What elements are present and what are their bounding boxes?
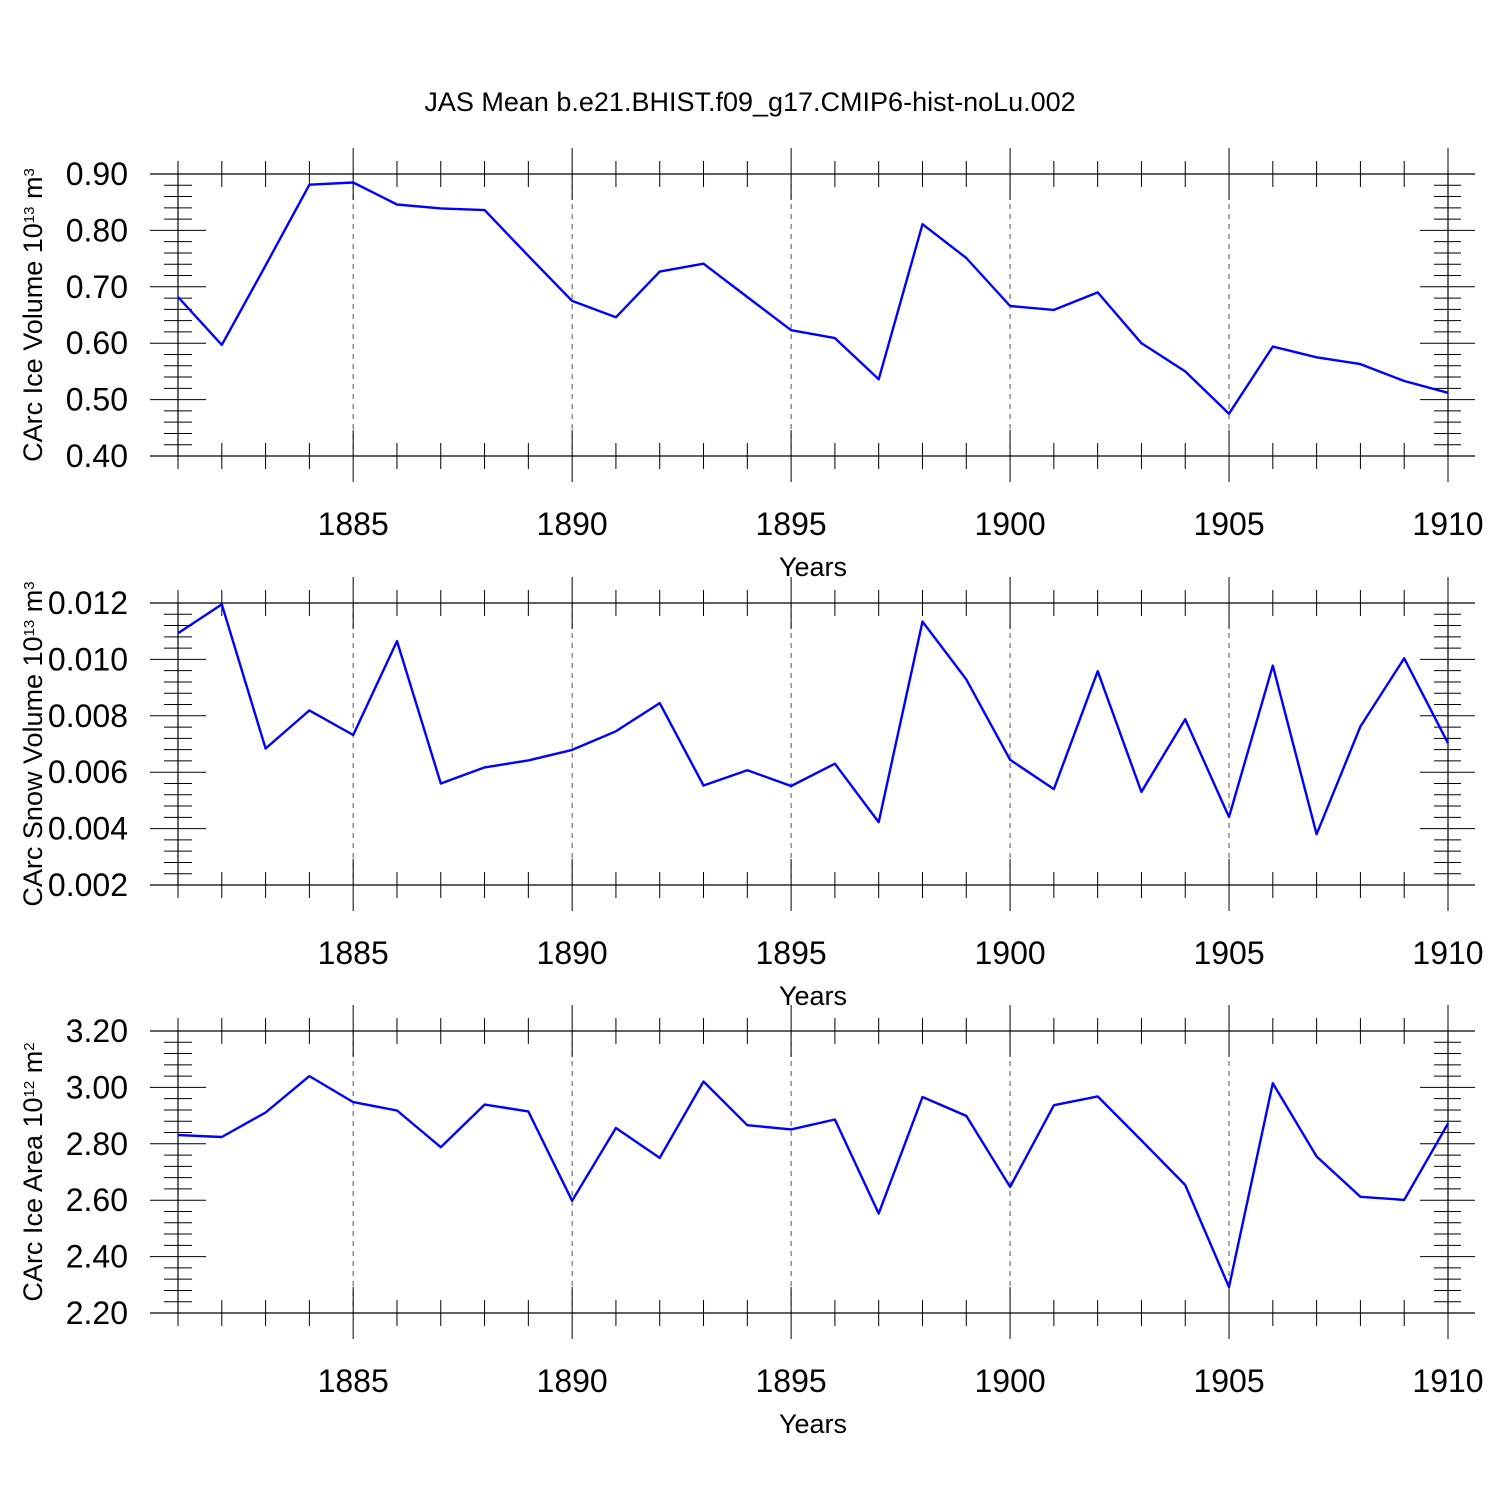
x-axis-label: Years (779, 981, 847, 1011)
y-tick-label: 0.012 (48, 585, 128, 621)
x-tick-label: 1910 (1412, 935, 1483, 971)
y-tick-label: 0.40 (66, 438, 128, 474)
x-tick-label: 1900 (974, 1363, 1045, 1399)
x-tick-label: 1890 (537, 935, 608, 971)
y-axis-label: CArc Ice Area 1012 m2 (18, 1042, 48, 1301)
panels: 0.40 0.50 0.60 0.70 0.80 0.90 1885 1890 1895 1900… (18, 148, 1484, 1439)
x-tick-label: 1905 (1193, 1363, 1264, 1399)
x-tick-label: 1885 (318, 935, 389, 971)
series-line (177, 1074, 1450, 1289)
y-tick-label: 0.60 (66, 325, 128, 361)
y-tick-label: 0.80 (66, 212, 128, 248)
x-axis-label: Years (779, 552, 847, 582)
x-tick-label: 1900 (974, 506, 1045, 542)
x-tick-label: 1900 (974, 935, 1045, 971)
x-tick-label: 1895 (756, 506, 827, 542)
x-tick-label: 1905 (1193, 935, 1264, 971)
y-tick-label: 3.00 (66, 1069, 128, 1105)
series-line (177, 603, 1450, 836)
y-tick-label: 0.004 (48, 811, 128, 847)
series-line (177, 181, 1449, 415)
x-tick-label: 1885 (318, 1363, 389, 1399)
y-tick-label: 2.40 (66, 1239, 128, 1275)
x-tick-label: 1890 (537, 1363, 608, 1399)
y-tick-label: 3.20 (66, 1013, 128, 1049)
x-tick-label: 1890 (537, 506, 608, 542)
chart-panel-1: 0.40 0.50 0.60 0.70 0.80 0.90 1885 1890 1895 1900… (18, 148, 1484, 582)
chart-panel-3: 2.20 2.40 2.60 2.80 3.00 3.20 1885 1890 1895 1900… (18, 1005, 1484, 1439)
x-axis-label: Years (779, 1409, 847, 1439)
x-tick-label: 1895 (756, 1363, 827, 1399)
x-tick-label: 1895 (756, 935, 827, 971)
y-tick-label: 0.010 (48, 641, 128, 677)
x-tick-label: 1910 (1412, 1363, 1483, 1399)
y-tick-label: 2.20 (66, 1295, 128, 1331)
y-tick-label: 0.50 (66, 382, 128, 418)
y-tick-label: 0.70 (66, 269, 128, 305)
y-axis-label: CArc Ice Volume 1013 m3 (18, 168, 48, 462)
y-tick-label: 2.60 (66, 1182, 128, 1218)
y-axis-label: CArc Snow Volume 1013 m3 (18, 581, 48, 906)
y-tick-label: 0.008 (48, 698, 128, 734)
y-tick-label: 2.80 (66, 1126, 128, 1162)
x-tick-label: 1910 (1412, 506, 1483, 542)
y-tick-label: 0.90 (66, 156, 128, 192)
chart-panel-2: 0.002 0.004 0.006 0.008 0.010 0.012 1885 1890 18… (18, 577, 1484, 1011)
y-tick-label: 0.002 (48, 867, 128, 903)
x-tick-label: 1885 (318, 506, 389, 542)
chart-title: JAS Mean b.e21.BHIST.f09_g17.CMIP6-hist-… (424, 87, 1075, 117)
x-tick-label: 1905 (1193, 506, 1264, 542)
y-tick-label: 0.006 (48, 754, 128, 790)
